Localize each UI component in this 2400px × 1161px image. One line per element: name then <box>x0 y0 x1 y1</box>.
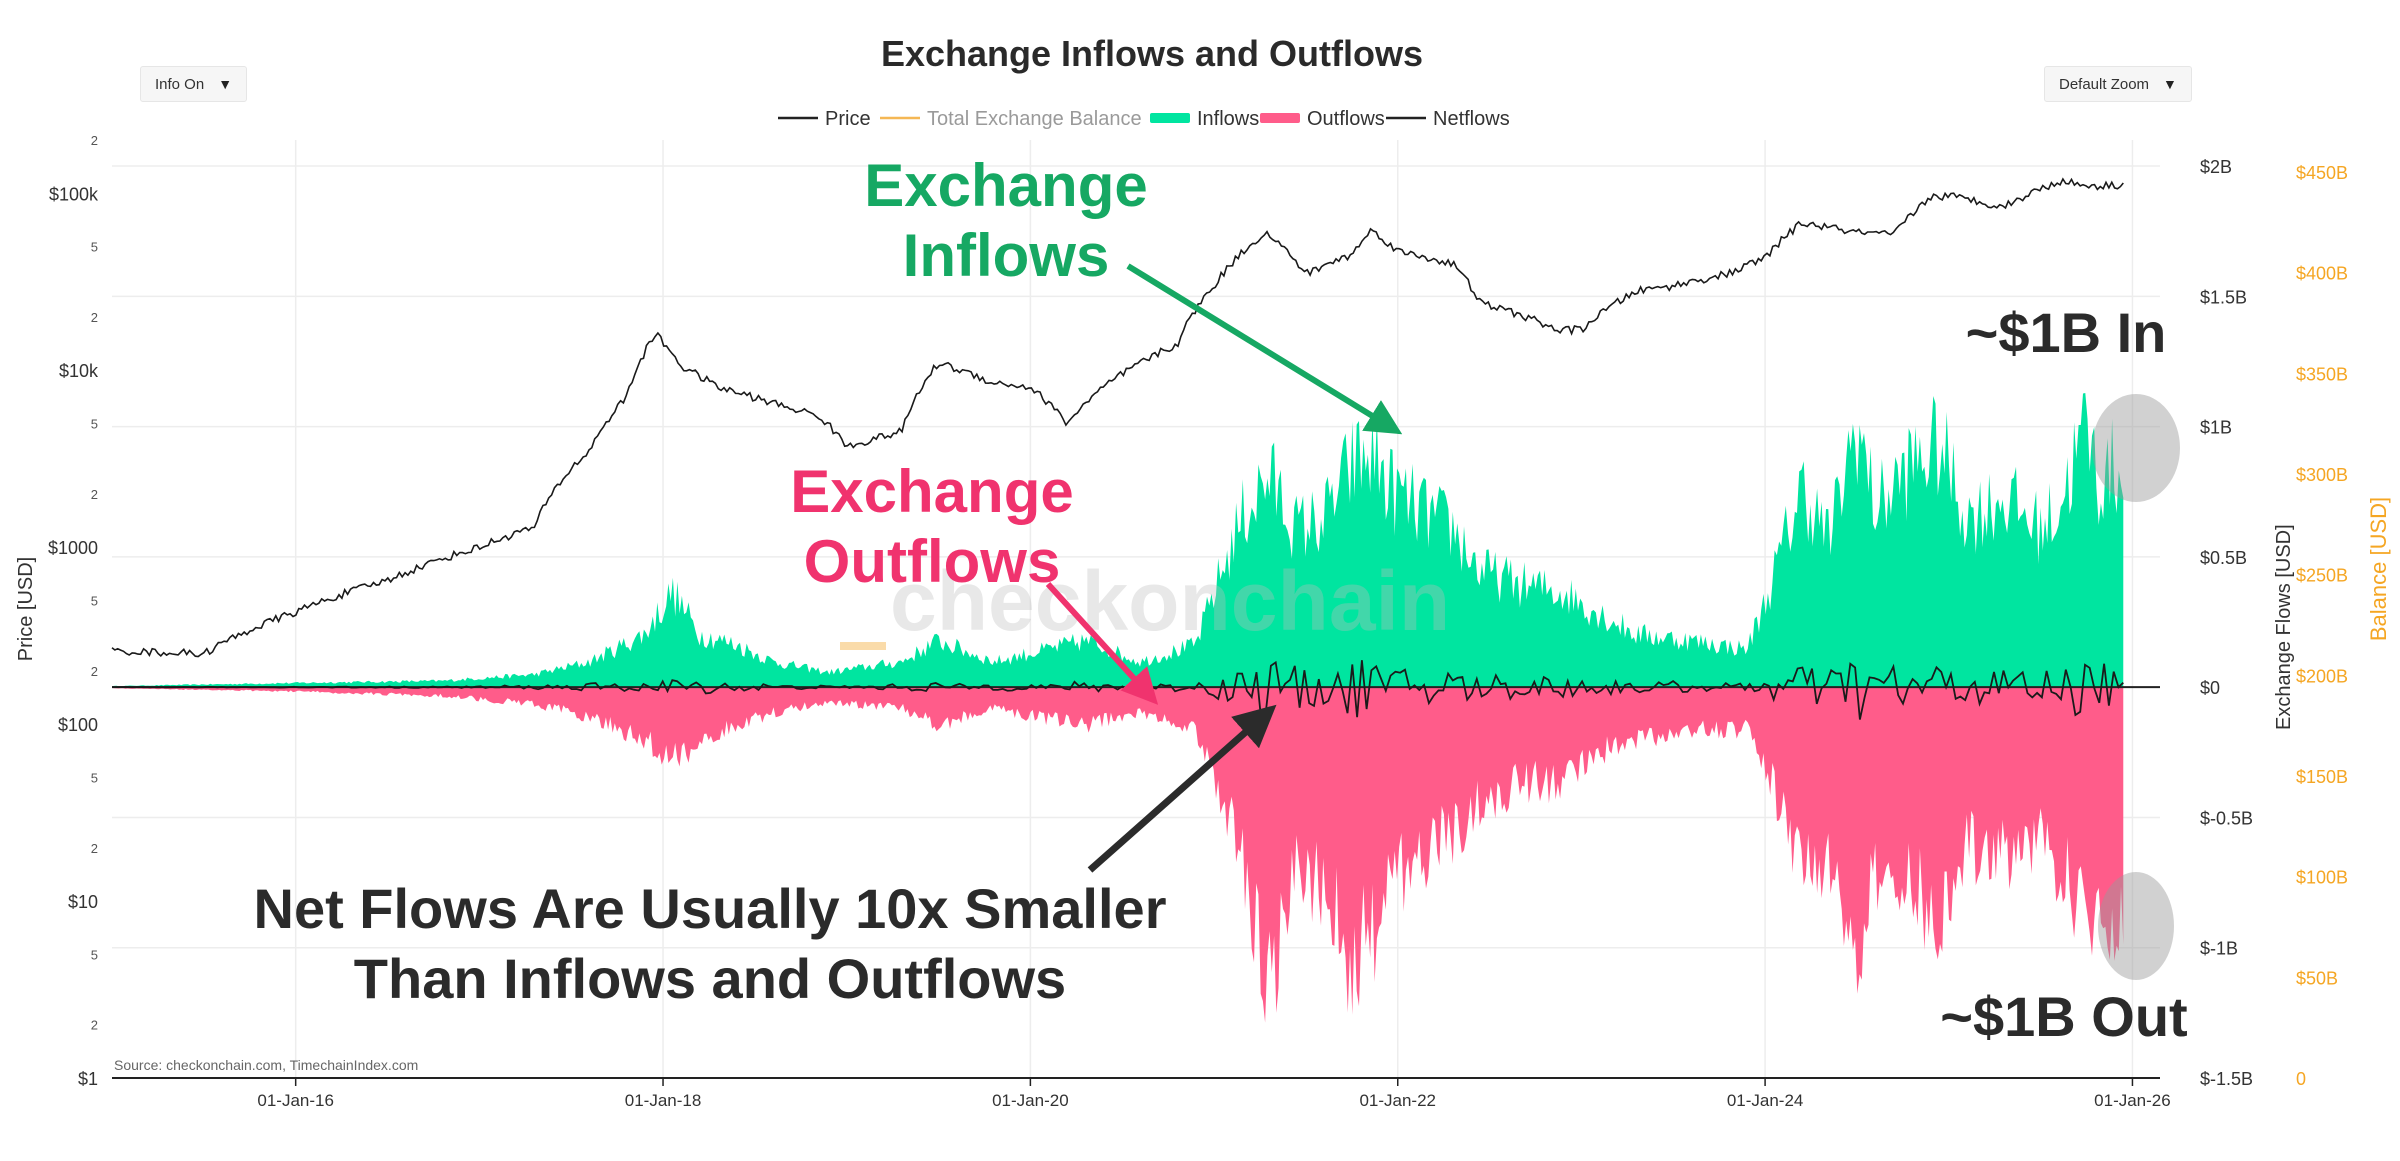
y-balance-tick-label: 0 <box>2296 1069 2306 1089</box>
netflows-annotation-line1: Net Flows Are Usually 10x Smaller <box>254 877 1167 940</box>
y-flows-tick-label: $-0.5B <box>2200 808 2253 828</box>
y-left-minor-tick-label: 5 <box>91 593 98 608</box>
x-tick-label: 01-Jan-16 <box>257 1091 334 1110</box>
zoom-label: Default Zoom <box>2059 75 2150 93</box>
y-left-minor-tick-label: 5 <box>91 416 98 431</box>
x-tick-label: 01-Jan-22 <box>1359 1091 1436 1110</box>
outflows-annotation-line2: Outflows <box>804 528 1061 595</box>
y-flows-tick-label: $0 <box>2200 678 2220 698</box>
y-left-tick-label: $10 <box>68 892 98 912</box>
y-flows-tick-label: $0.5B <box>2200 548 2247 568</box>
y-left-minor-tick-label: 5 <box>91 947 98 962</box>
price-line <box>111 177 2124 658</box>
outflows-annotation-line1: Exchange <box>790 458 1073 525</box>
y-flows-tick-label: $2B <box>2200 157 2232 177</box>
y-flows-tick-label: $-1B <box>2200 939 2238 959</box>
netflows-arrow <box>1087 704 1277 873</box>
legend-swatch <box>1260 113 1300 123</box>
x-tick-label: 01-Jan-20 <box>992 1091 1069 1110</box>
source-credit: Source: checkonchain.com, TimechainIndex… <box>114 1057 418 1073</box>
y-flows-tick-label: $1B <box>2200 418 2232 438</box>
y-balance-tick-label: $400B <box>2296 264 2348 284</box>
y-balance-tick-label: $300B <box>2296 465 2348 485</box>
info-toggle-dropdown[interactable]: Info On ▼ <box>140 66 248 102</box>
y-flows-tick-label: $1.5B <box>2200 287 2247 307</box>
y-left-tick-label: $100 <box>58 715 98 735</box>
y-left-minor-tick-label: 2 <box>91 664 98 679</box>
zoom-dropdown[interactable]: Default Zoom ▼ <box>2044 66 2192 102</box>
info-toggle-label: Info On <box>155 75 205 93</box>
inflows-annotation-line2: Inflows <box>903 222 1110 289</box>
outflows-arrow <box>1045 581 1159 705</box>
y-left-minor-tick-label: 2 <box>91 487 98 502</box>
outflow-callout-label: ~$1B Out <box>1940 985 2187 1048</box>
legend-entry: Outflows <box>1307 108 1385 130</box>
y-balance-tick-label: $100B <box>2296 868 2348 888</box>
y-balance-tick-label: $250B <box>2296 566 2348 586</box>
y-left-minor-tick-label: 2 <box>91 133 98 148</box>
y-left-minor-tick-label: 2 <box>91 841 98 856</box>
y-left-minor-tick-label: 2 <box>91 310 98 325</box>
y-balance-tick-label: $350B <box>2296 364 2348 384</box>
legend-entry: Netflows <box>1433 108 1510 130</box>
y-balance-tick-label: $150B <box>2296 767 2348 787</box>
inflows-arrow <box>1126 263 1403 435</box>
inflows-area <box>112 393 2124 688</box>
netflows-line <box>112 660 2124 722</box>
inflows-annotation-line1: Exchange <box>864 152 1147 219</box>
legend-swatch <box>1150 113 1190 123</box>
outflows-area <box>112 687 2124 1023</box>
y-balance-tick-label: $200B <box>2296 666 2348 686</box>
y-balance-axis-title: Balance [USD] <box>2366 497 2391 641</box>
legend-entry: Inflows <box>1197 108 1259 130</box>
x-tick-label: 01-Jan-18 <box>625 1091 702 1110</box>
x-tick-label: 01-Jan-24 <box>1727 1091 1804 1110</box>
y-flows-axis-title: Exchange Flows [USD] <box>2273 524 2295 730</box>
y-left-tick-label: $1 <box>78 1069 98 1089</box>
y-left-minor-tick-label: 2 <box>91 1018 98 1033</box>
chart-title: Exchange Inflows and Outflows <box>881 33 1423 74</box>
legend-entry: Price <box>825 108 871 130</box>
chevron-down-icon: ▼ <box>218 76 233 92</box>
y-left-tick-label: $100k <box>49 184 99 204</box>
watermark-text: checkonchain <box>890 554 1450 648</box>
x-tick-label: 01-Jan-26 <box>2094 1091 2171 1110</box>
inflow-callout-circle <box>2092 394 2180 502</box>
legend: Price Total Exchange Balance Inflows Outflo… <box>778 108 1510 130</box>
chevron-down-icon: ▼ <box>2163 76 2177 92</box>
watermark-mark <box>840 642 886 650</box>
y-flows-tick-label: $-1.5B <box>2200 1069 2253 1089</box>
y-left-minor-tick-label: 5 <box>91 770 98 785</box>
y-left-axis-title: Price [USD] <box>15 557 37 661</box>
outflow-callout-circle <box>2098 872 2174 980</box>
y-left-minor-tick-label: 5 <box>91 240 98 255</box>
y-balance-tick-label: $50B <box>2296 968 2338 988</box>
legend-entry: Total Exchange Balance <box>927 108 1142 130</box>
y-left-tick-label: $1000 <box>48 538 98 558</box>
y-left-tick-label: $10k <box>59 361 99 381</box>
inflow-callout-label: ~$1B In <box>1966 301 2167 364</box>
y-balance-tick-label: $450B <box>2296 163 2348 183</box>
netflows-annotation-line2: Than Inflows and Outflows <box>354 947 1066 1010</box>
